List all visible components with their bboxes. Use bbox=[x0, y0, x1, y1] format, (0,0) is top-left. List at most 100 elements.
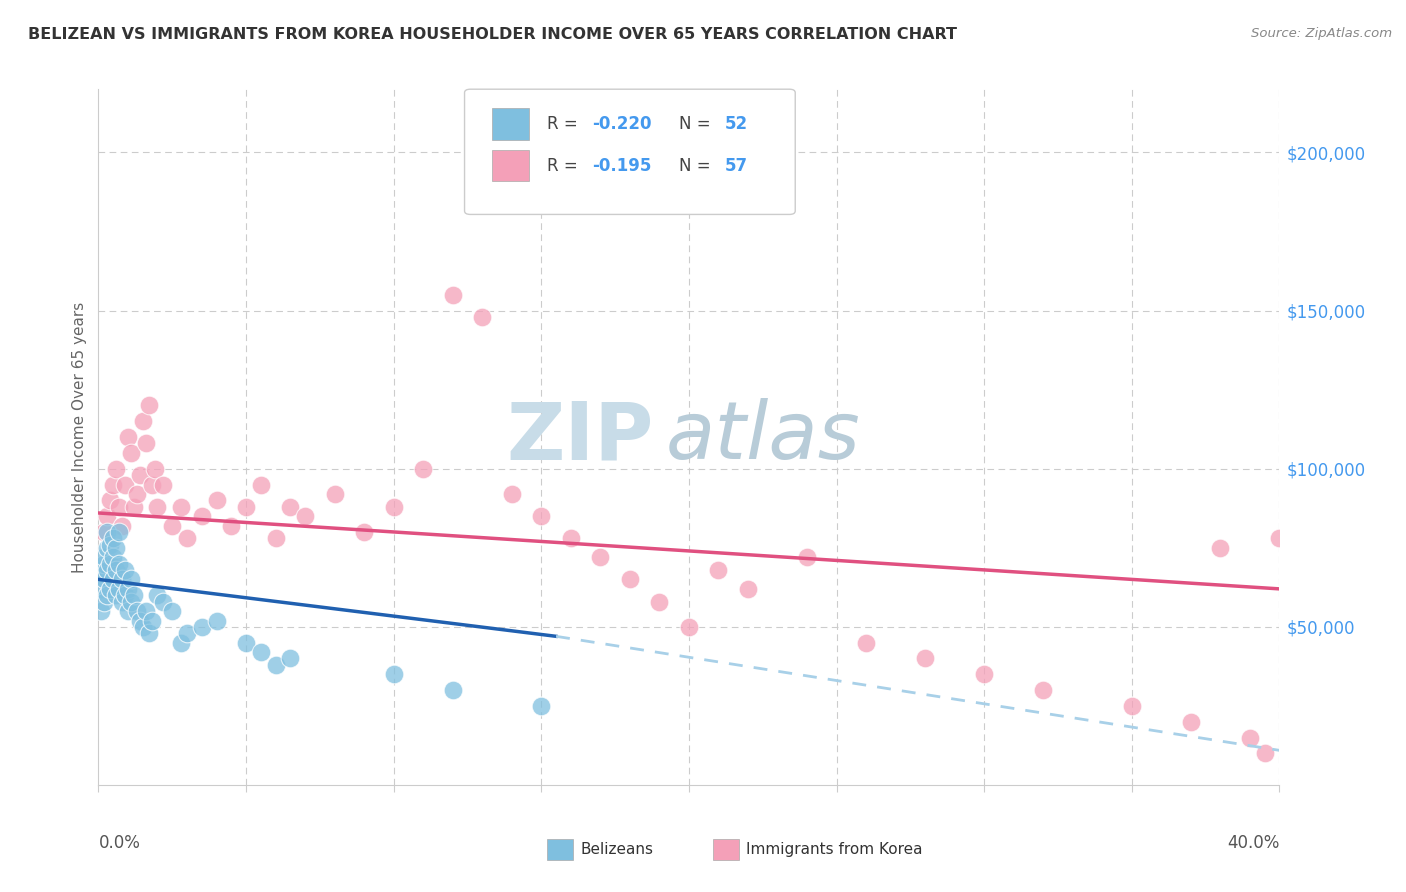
Point bbox=[105, 541, 128, 555]
Text: Source: ZipAtlas.com: Source: ZipAtlas.com bbox=[1251, 27, 1392, 40]
Point bbox=[93, 573, 115, 587]
Point bbox=[973, 667, 995, 681]
Text: 52: 52 bbox=[724, 115, 748, 133]
Point bbox=[530, 698, 553, 713]
Point bbox=[1254, 747, 1277, 761]
Point bbox=[138, 399, 160, 413]
Point bbox=[125, 487, 148, 501]
Point bbox=[143, 461, 166, 475]
Point bbox=[250, 477, 273, 491]
Point bbox=[294, 509, 316, 524]
Point bbox=[105, 588, 128, 602]
Point bbox=[120, 573, 142, 587]
Point bbox=[120, 594, 142, 608]
Text: 40.0%: 40.0% bbox=[1227, 834, 1279, 852]
Point bbox=[737, 582, 759, 596]
Point bbox=[114, 588, 136, 602]
Point bbox=[1209, 541, 1232, 555]
Point bbox=[205, 614, 228, 628]
Point bbox=[219, 518, 242, 533]
Point bbox=[111, 573, 134, 587]
FancyBboxPatch shape bbox=[492, 108, 530, 140]
Point bbox=[103, 477, 125, 491]
Point bbox=[1032, 683, 1054, 698]
Point bbox=[250, 645, 273, 659]
Y-axis label: Householder Income Over 65 years: Householder Income Over 65 years bbox=[72, 301, 87, 573]
Point bbox=[176, 626, 198, 640]
FancyBboxPatch shape bbox=[464, 89, 796, 214]
Point bbox=[98, 582, 121, 596]
Point bbox=[205, 493, 228, 508]
Text: 57: 57 bbox=[724, 157, 748, 175]
Text: R =: R = bbox=[547, 157, 583, 175]
Text: R =: R = bbox=[547, 115, 583, 133]
Point bbox=[132, 414, 155, 428]
Point bbox=[135, 436, 157, 450]
Point bbox=[1180, 714, 1202, 729]
Point bbox=[648, 594, 671, 608]
Point bbox=[105, 563, 128, 577]
Point bbox=[162, 604, 183, 618]
Point bbox=[191, 620, 214, 634]
Point bbox=[441, 683, 464, 698]
Point bbox=[103, 573, 125, 587]
Point bbox=[90, 604, 112, 618]
Point bbox=[122, 588, 145, 602]
Point bbox=[117, 604, 139, 618]
Point bbox=[530, 509, 553, 524]
Point bbox=[235, 635, 257, 649]
Point bbox=[90, 582, 112, 596]
Point bbox=[382, 500, 405, 514]
Point bbox=[96, 509, 118, 524]
Point bbox=[678, 620, 700, 634]
Point bbox=[111, 518, 134, 533]
Point bbox=[589, 550, 612, 565]
Point bbox=[114, 563, 136, 577]
Point bbox=[138, 626, 160, 640]
Point bbox=[170, 635, 193, 649]
Point bbox=[108, 582, 131, 596]
Point bbox=[278, 500, 302, 514]
Point bbox=[111, 594, 134, 608]
Point bbox=[90, 563, 112, 577]
Point bbox=[141, 614, 163, 628]
FancyBboxPatch shape bbox=[713, 839, 738, 860]
Point bbox=[114, 477, 136, 491]
Point bbox=[353, 524, 375, 539]
Point bbox=[128, 468, 150, 483]
Point bbox=[412, 461, 434, 475]
Point bbox=[108, 500, 131, 514]
Point bbox=[382, 667, 405, 681]
Point bbox=[96, 524, 118, 539]
Point bbox=[146, 588, 169, 602]
Text: atlas: atlas bbox=[665, 398, 860, 476]
Point bbox=[176, 531, 198, 545]
Point bbox=[98, 493, 121, 508]
Text: -0.220: -0.220 bbox=[592, 115, 651, 133]
Point bbox=[103, 531, 125, 545]
Point bbox=[152, 594, 174, 608]
FancyBboxPatch shape bbox=[547, 839, 574, 860]
Point bbox=[152, 477, 174, 491]
Text: N =: N = bbox=[679, 115, 717, 133]
Point bbox=[93, 594, 115, 608]
Text: Belizeans: Belizeans bbox=[581, 842, 654, 857]
Point bbox=[441, 287, 464, 301]
Point bbox=[707, 563, 730, 577]
Point bbox=[170, 500, 193, 514]
Point bbox=[162, 518, 183, 533]
Point bbox=[128, 614, 150, 628]
Point bbox=[1268, 531, 1291, 545]
Point bbox=[914, 651, 936, 665]
Point bbox=[93, 550, 115, 565]
Point bbox=[278, 651, 302, 665]
Point bbox=[323, 487, 346, 501]
Point bbox=[141, 477, 163, 491]
Point bbox=[1239, 731, 1261, 745]
Point bbox=[93, 524, 115, 539]
Point bbox=[1121, 698, 1143, 713]
Point bbox=[855, 635, 877, 649]
Text: 0.0%: 0.0% bbox=[98, 834, 141, 852]
Point bbox=[135, 604, 157, 618]
Point bbox=[471, 310, 494, 324]
